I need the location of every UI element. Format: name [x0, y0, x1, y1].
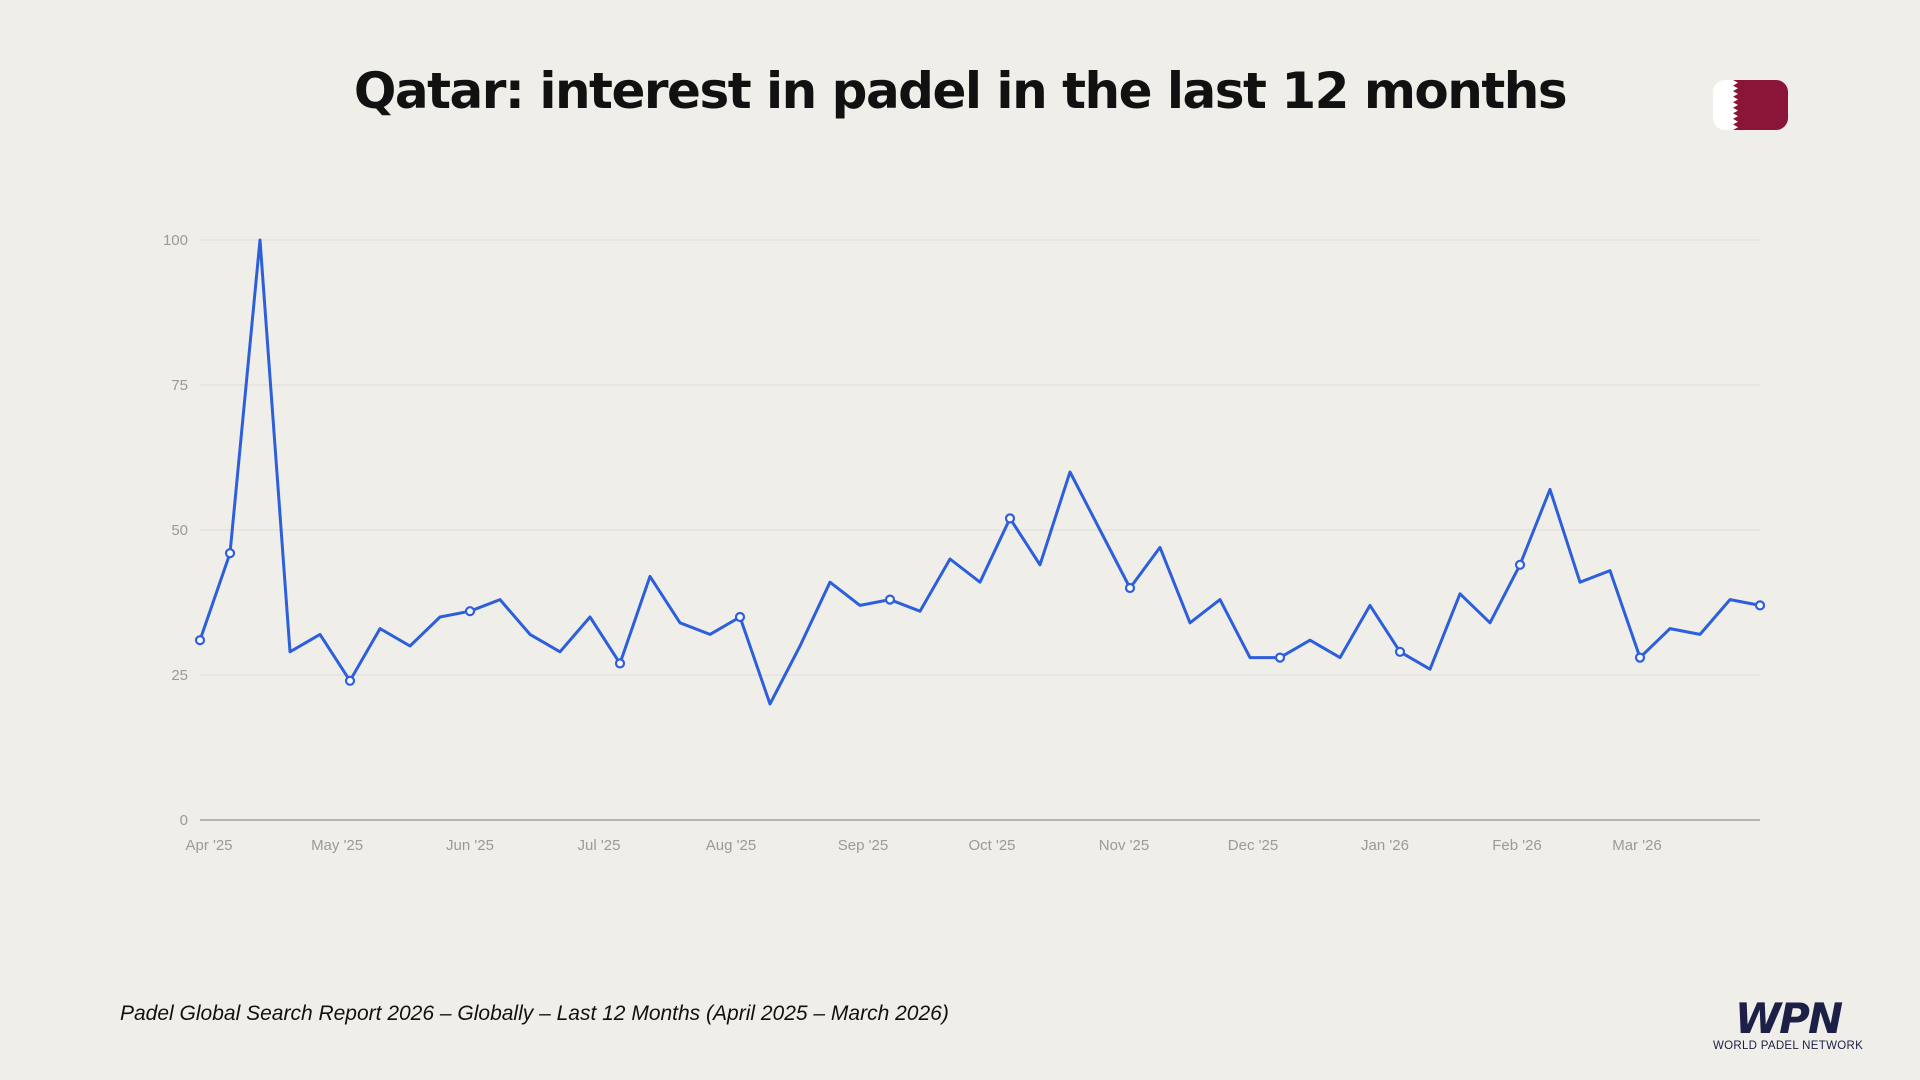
data-point [1274, 652, 1286, 663]
x-tick-label: Apr '25 [185, 837, 232, 854]
data-point [194, 635, 206, 646]
data-point [884, 594, 896, 605]
x-tick-label: Dec '25 [1228, 837, 1278, 854]
data-point [1394, 646, 1406, 657]
x-tick-label: Aug '25 [706, 837, 756, 854]
x-tick-label: May '25 [311, 837, 363, 854]
data-point [614, 658, 626, 669]
data-point [344, 675, 356, 686]
data-point [1634, 652, 1646, 663]
y-tick-label: 0 [180, 812, 188, 829]
data-point [1514, 559, 1526, 570]
y-tick-label: 25 [171, 667, 188, 684]
x-tick-label: Jan '26 [1361, 837, 1409, 854]
x-tick-label: Oct '25 [968, 837, 1015, 854]
x-tick-label: Jul '25 [578, 837, 621, 854]
data-point [1754, 600, 1766, 611]
x-tick-label: Mar '26 [1612, 837, 1662, 854]
x-tick-label: Jun '25 [446, 837, 494, 854]
data-point [734, 611, 746, 623]
x-tick-label: Nov '25 [1099, 837, 1149, 854]
source-caption: Padel Global Search Report 2026 – Global… [120, 1002, 949, 1025]
data-point [1124, 582, 1136, 594]
line-chart: 0 25 50 75 100 Apr '25 May '25 Jun '25 Jul '25 A… [163, 232, 1766, 854]
x-tick-label: Sep '25 [838, 837, 888, 854]
y-tick-label: 100 [163, 232, 188, 249]
data-point [224, 548, 236, 559]
y-tick-label: 50 [171, 522, 188, 539]
wpn-logo: WPN WORLD PADEL NETWORK [1713, 995, 1863, 1051]
data-point [1004, 513, 1016, 524]
y-tick-label: 75 [171, 377, 188, 394]
chart-title: Qatar: interest in padel in the last 12 … [353, 62, 1568, 120]
x-tick-label: Feb '26 [1492, 837, 1542, 854]
data-point [464, 606, 476, 617]
svg-text:WPN: WPN [1735, 995, 1843, 1043]
qatar-flag-icon [1713, 80, 1788, 130]
svg-text:WORLD PADEL NETWORK: WORLD PADEL NETWORK [1713, 1040, 1863, 1051]
series-line [198, 238, 1761, 706]
